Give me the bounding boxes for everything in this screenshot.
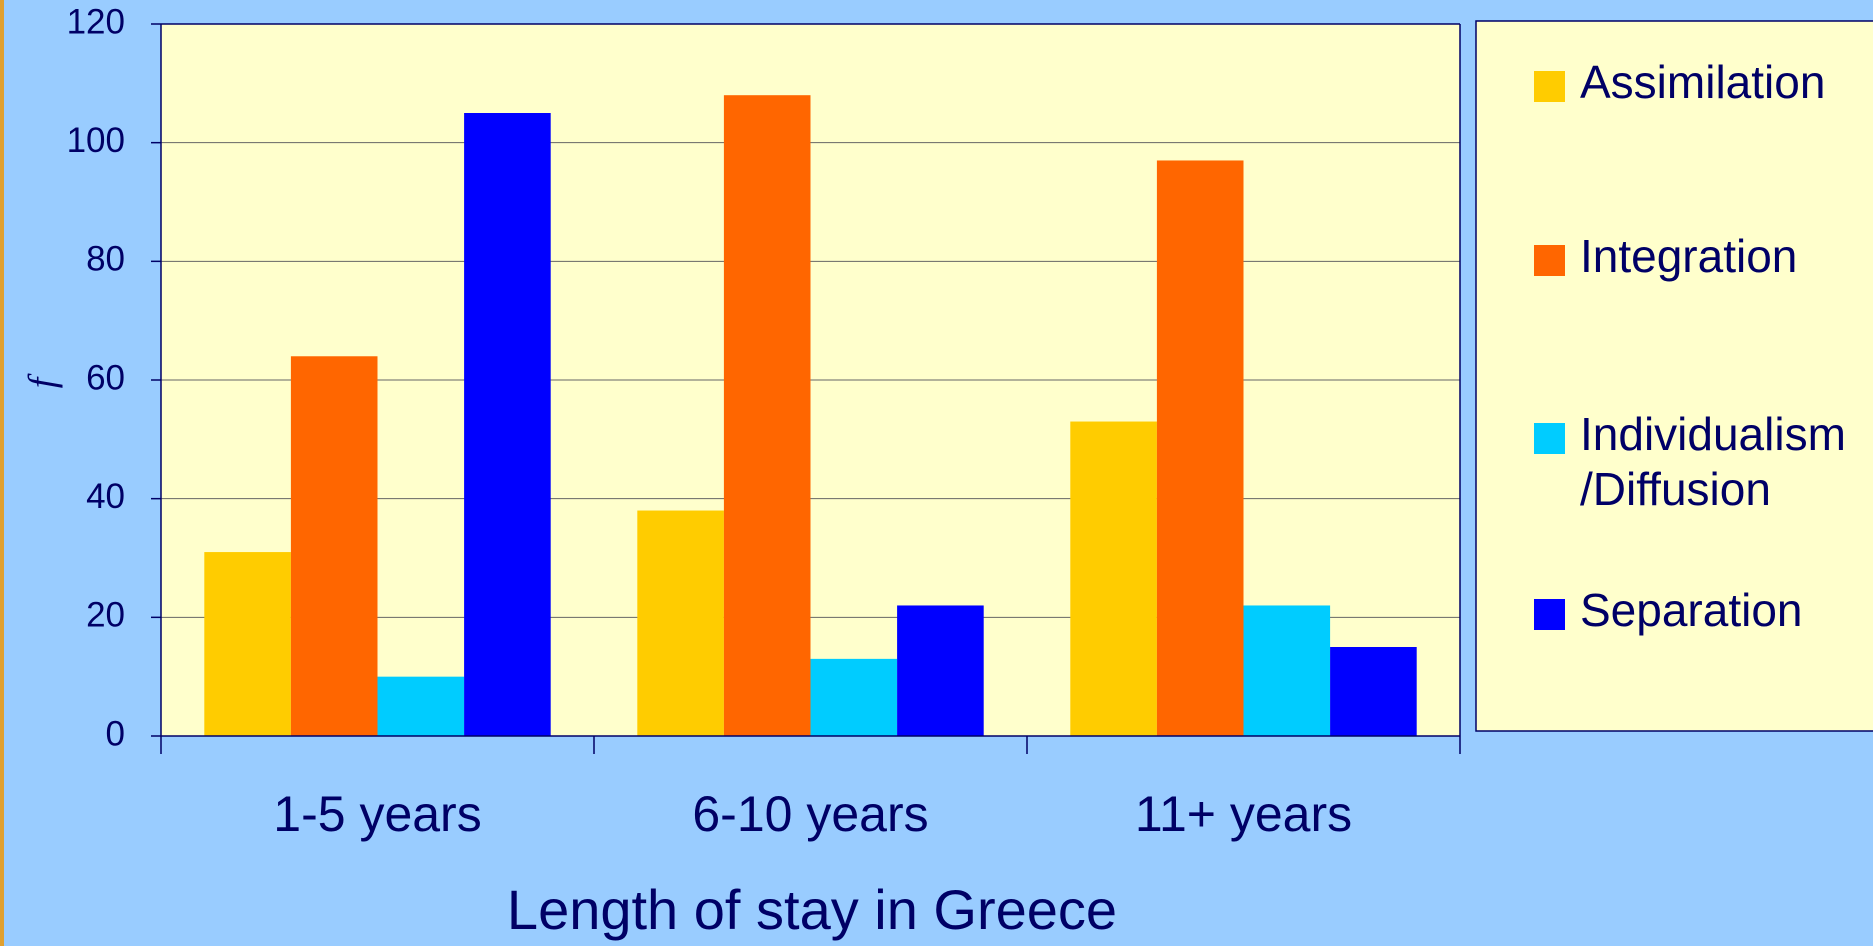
bar (897, 605, 984, 736)
legend-label: Separation (1580, 584, 1803, 636)
bar (1156, 160, 1244, 736)
bar (464, 113, 551, 736)
y-tick-label: 120 (67, 2, 125, 41)
bar (637, 510, 724, 736)
y-tick-label: 100 (67, 121, 125, 160)
y-tick-label: 60 (86, 358, 125, 397)
bar (1070, 421, 1157, 736)
bar (1330, 647, 1417, 736)
legend-label: Individualism/Diffusion (1580, 408, 1846, 515)
bar (1243, 605, 1331, 736)
legend-swatch (1534, 245, 1565, 276)
x-tick-label: 6-10 years (692, 786, 928, 842)
x-tick-label: 1-5 years (273, 786, 481, 842)
bar (290, 356, 378, 736)
y-tick-label: 20 (86, 596, 125, 635)
legend-swatch (1534, 423, 1565, 454)
y-tick-label: 80 (86, 240, 125, 279)
x-tick-label: 11+ years (1135, 786, 1352, 842)
bar (723, 95, 811, 736)
left-edge (0, 0, 4, 946)
x-axis-title: Length of stay in Greece (507, 878, 1117, 941)
bar (810, 658, 898, 736)
y-tick-label: 40 (86, 477, 125, 516)
y-tick-label: 0 (106, 714, 125, 753)
legend-swatch (1534, 599, 1565, 630)
legend-swatch (1534, 71, 1565, 102)
bar (204, 552, 291, 736)
legend-label: Integration (1580, 230, 1797, 282)
bar (377, 676, 465, 736)
legend-label: Assimilation (1580, 56, 1825, 108)
